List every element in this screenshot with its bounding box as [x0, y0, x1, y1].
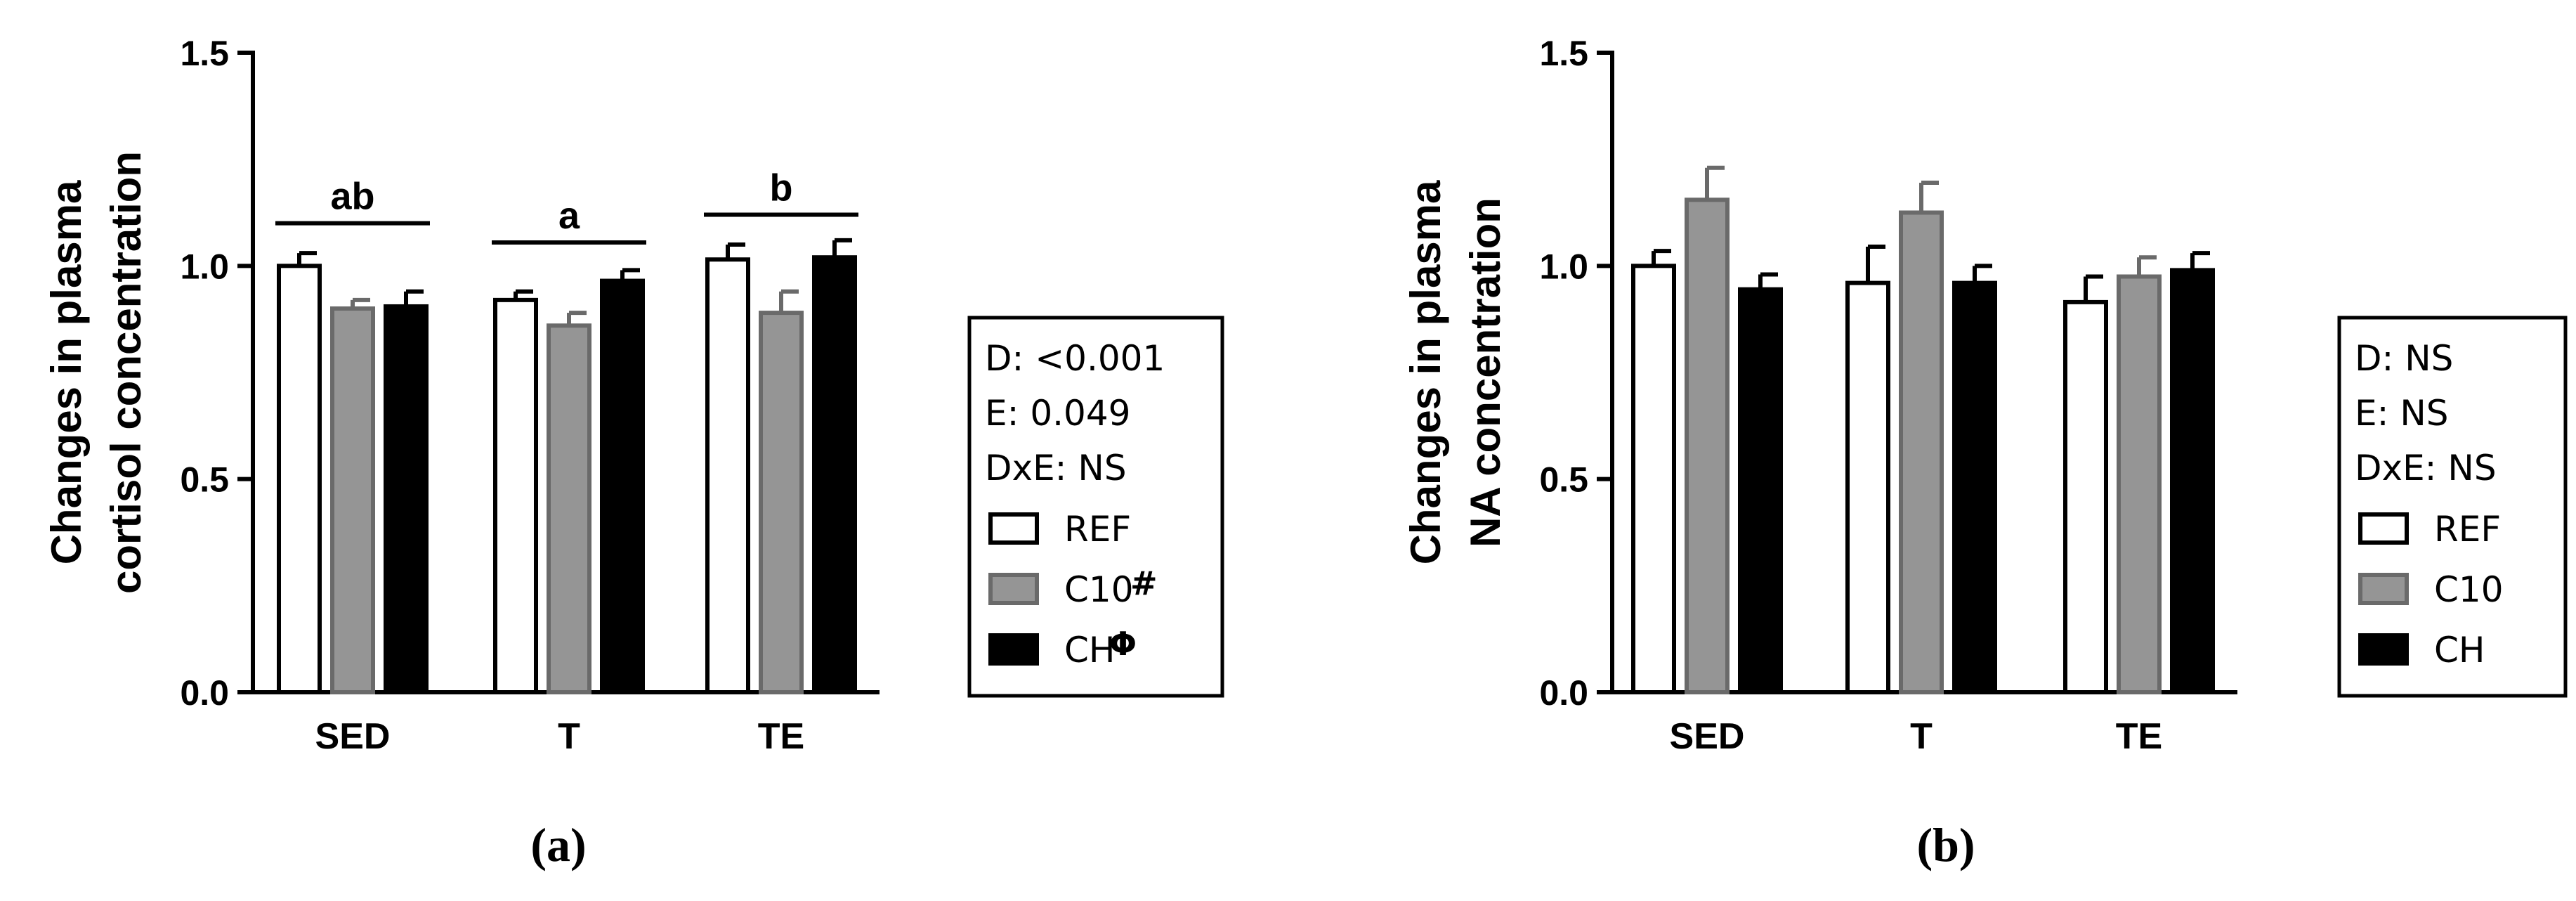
y-tick-label: 1.5: [180, 34, 229, 73]
bar-c10-sed: [1685, 197, 1730, 694]
stats-text: D: NS: [2355, 338, 2453, 379]
bar-c10-te: [2117, 274, 2162, 694]
panel-a: 0.0 0.5 1.0 1.5 Changes in plasma cortisol co…: [43, 34, 1224, 871]
x-tick-label: TE: [758, 716, 804, 757]
legend-box: [967, 316, 1224, 698]
x-tick-label: SED: [315, 716, 391, 757]
bar-ch-sed: [384, 304, 429, 694]
y-tick-label: 0.5: [180, 460, 229, 500]
legend-label: C10: [2434, 569, 2504, 610]
legend-label: C10: [1064, 569, 1134, 610]
y-axis-label: Changes in plasma: [1402, 180, 1449, 564]
bar-ch-t: [1952, 280, 1997, 695]
legend-superscript: #: [1130, 564, 1158, 602]
x-tick-label: TE: [2116, 716, 2162, 757]
y-tick-label: 0.5: [1539, 460, 1588, 500]
bar-c10-t: [1899, 210, 1944, 694]
bar-ch-sed: [1738, 287, 1783, 694]
panel-b: 0.0 0.5 1.0 1.5 Changes in plasma NA concentr…: [1402, 34, 2568, 871]
bar-ch-te: [2170, 268, 2215, 694]
legend-superscript: Φ: [1109, 625, 1137, 663]
legend-swatch-ch: [988, 633, 1039, 666]
legend-swatch-c10: [988, 573, 1039, 605]
legend-swatch-c10: [2358, 573, 2409, 605]
significance-label: b: [770, 167, 793, 209]
y-axis-label: cortisol concentration: [103, 151, 150, 594]
bar-ch-t: [600, 278, 645, 695]
stats-text: DxE: NS: [2355, 448, 2497, 488]
y-tick-label: 0.0: [180, 673, 229, 713]
panel-label: (b): [1916, 818, 1975, 871]
legend-swatch-ref: [988, 512, 1039, 545]
y-tick-label: 1.0: [1539, 247, 1588, 286]
bar-ch-te: [812, 255, 857, 694]
y-axis-label: NA concentration: [1462, 197, 1509, 547]
x-tick-label: T: [558, 716, 580, 757]
bar-c10-t: [547, 323, 591, 694]
significance-label: ab: [330, 176, 374, 218]
significance-label: a: [558, 195, 580, 237]
x-tick-label: T: [1910, 716, 1933, 757]
bar-ref-sed: [277, 264, 322, 695]
legend-label: CH: [1064, 630, 1116, 670]
x-tick-label: SED: [1670, 716, 1745, 757]
legend-swatch-ch: [2358, 633, 2409, 666]
legend-swatch-ref: [2358, 512, 2409, 545]
legend-box: [2337, 316, 2568, 698]
y-axis-label: Changes in plasma: [43, 180, 90, 564]
bar-ref-t: [1845, 280, 1890, 695]
bar-ref-t: [493, 297, 538, 695]
y-tick-label: 0.0: [1539, 673, 1588, 713]
y-tick-label: 1.5: [1539, 34, 1588, 73]
legend-label: CH: [2434, 630, 2485, 670]
stats-text: E: NS: [2355, 393, 2448, 434]
bar-ref-te: [705, 257, 750, 694]
stats-text: D: <0.001: [985, 338, 1165, 379]
legend-label: REF: [1064, 509, 1131, 550]
bar-ref-sed: [1631, 264, 1676, 695]
y-tick-label: 1.0: [180, 247, 229, 286]
bar-ref-te: [2063, 299, 2108, 694]
legend-label: REF: [2434, 509, 2501, 550]
stats-text: DxE: NS: [985, 448, 1127, 488]
stats-text: E: 0.049: [985, 393, 1130, 434]
bar-c10-sed: [330, 306, 375, 694]
bar-c10-te: [759, 311, 804, 695]
panel-label: (a): [530, 818, 586, 871]
